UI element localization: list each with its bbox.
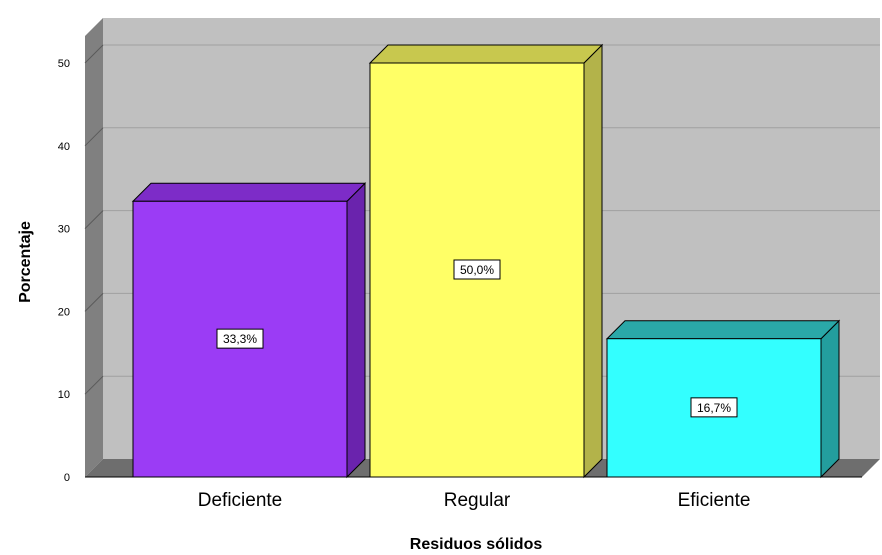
- data-label-box: [453, 259, 501, 280]
- bar: 16,7%: [605, 319, 841, 479]
- data-label: 33,3%: [223, 332, 257, 346]
- bar-side: [583, 43, 603, 479]
- x-axis-categories: Deficiente Regular Eficiente: [198, 490, 751, 511]
- bar-side: [820, 319, 840, 479]
- y-axis-title: Porcentaje: [17, 221, 34, 303]
- bars: 33,3% 50,0% 16,7%: [131, 43, 841, 479]
- bar: 50,0%: [368, 43, 604, 479]
- gridline-side: [84, 375, 104, 395]
- bar-side: [346, 182, 366, 479]
- gridline-side: [84, 210, 104, 229]
- y-tick-label: 20: [58, 306, 70, 318]
- y-tick-label: 0: [64, 472, 70, 484]
- bar-top: [368, 44, 604, 64]
- bar-top: [131, 182, 367, 202]
- y-tick-label: 50: [58, 58, 70, 70]
- data-label: 50,0%: [460, 263, 494, 277]
- x-category-label: Eficiente: [678, 490, 751, 511]
- x-category-label: Deficiente: [198, 490, 283, 511]
- bar: 33,3%: [131, 182, 367, 479]
- side-wall: [85, 18, 103, 477]
- x-category-label: Regular: [444, 490, 511, 511]
- bar-top: [605, 320, 841, 340]
- y-axis-ticks: 0 10 20 30 40 50: [58, 58, 70, 484]
- y-tick-label: 10: [58, 389, 70, 401]
- gridline-side: [84, 44, 104, 64]
- data-label-box: [690, 397, 738, 418]
- x-axis-title: Residuos sólidos: [410, 536, 543, 553]
- gridline-side: [84, 293, 104, 312]
- gridline-side: [84, 127, 104, 147]
- y-tick-label: 40: [58, 141, 70, 153]
- data-label-box: [216, 328, 264, 349]
- data-label: 16,7%: [697, 401, 731, 415]
- y-tick-label: 30: [58, 224, 70, 236]
